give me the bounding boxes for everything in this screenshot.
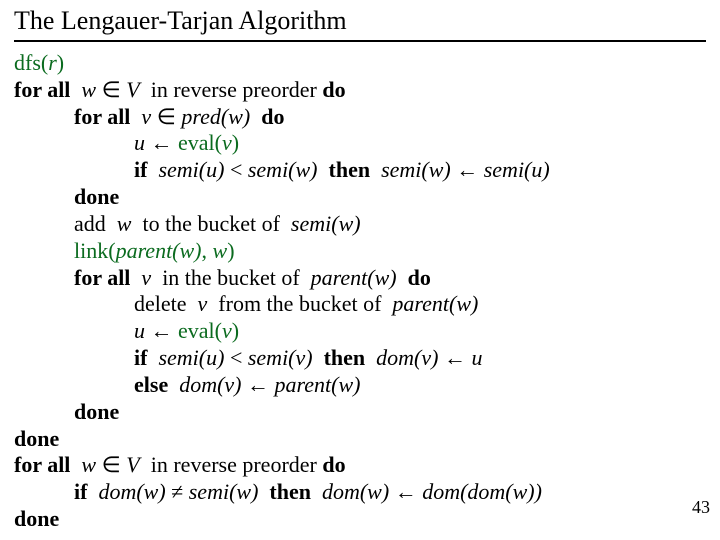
code-line: u ← eval(v) bbox=[134, 318, 706, 345]
code-line: done bbox=[14, 426, 706, 453]
slide-title: The Lengauer-Tarjan Algorithm bbox=[14, 6, 706, 42]
code-line: link(parent(w), w) bbox=[74, 238, 706, 265]
page-number: 43 bbox=[692, 497, 710, 518]
code-line: for all w ∈ V in reverse preorder do bbox=[14, 452, 706, 479]
algorithm-code: dfs(r) for all w ∈ V in reverse preorder… bbox=[14, 50, 706, 533]
code-line: else dom(v) ← parent(w) bbox=[134, 372, 706, 399]
fn-call: dfs(r) bbox=[14, 50, 64, 75]
fn-call: link(parent(w), w) bbox=[74, 238, 235, 263]
code-line: for all v ∈ pred(w) do bbox=[74, 104, 706, 131]
fn-call: eval(v) bbox=[178, 130, 239, 155]
code-line: done bbox=[74, 399, 706, 426]
code-line: done bbox=[14, 506, 706, 533]
code-line: u ← eval(v) bbox=[134, 130, 706, 157]
code-line: if semi(u) < semi(v) then dom(v) ← u bbox=[134, 345, 706, 372]
code-line: add w to the bucket of semi(w) bbox=[74, 211, 706, 238]
code-line: if semi(u) < semi(w) then semi(w) ← semi… bbox=[134, 157, 706, 184]
code-line: dfs(r) bbox=[14, 50, 706, 77]
code-line: if dom(w) ≠ semi(w) then dom(w) ← dom(do… bbox=[74, 479, 706, 506]
code-line: for all w ∈ V in reverse preorder do bbox=[14, 77, 706, 104]
code-line: done bbox=[74, 184, 706, 211]
fn-call: eval(v) bbox=[178, 318, 239, 343]
code-line: for all v in the bucket of parent(w) do bbox=[74, 265, 706, 292]
code-line: delete v from the bucket of parent(w) bbox=[134, 291, 706, 318]
